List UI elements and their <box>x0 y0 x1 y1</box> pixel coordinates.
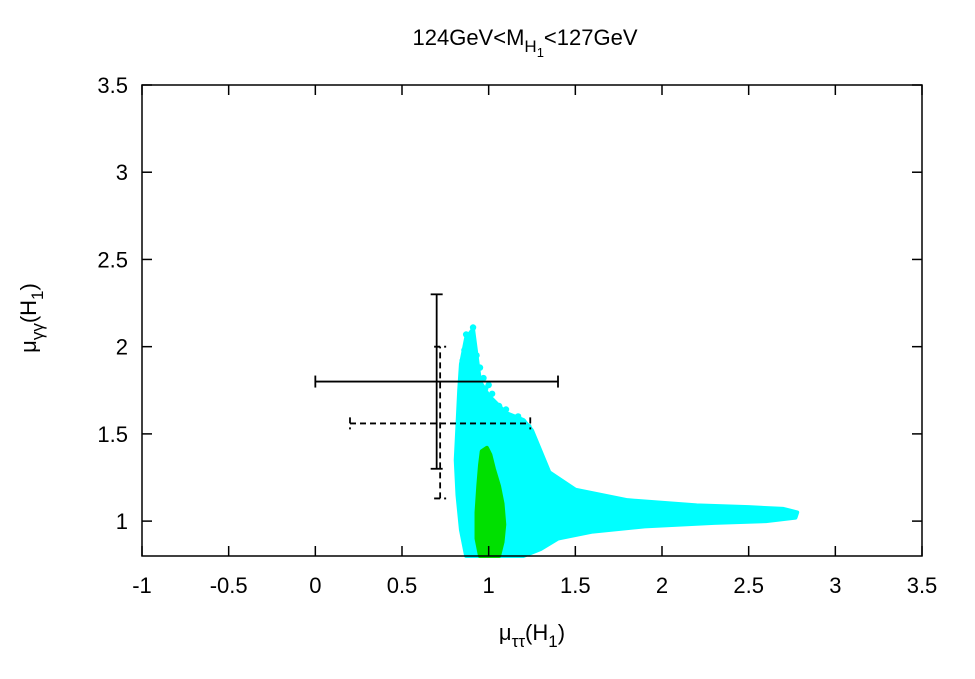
axis-ticks <box>141 84 923 556</box>
x-tick-label: 0 <box>309 573 321 598</box>
cyan-scan-point <box>471 360 478 368</box>
chart-title-main: 124GeV<M <box>413 25 525 50</box>
plot-frame <box>141 84 923 557</box>
cyan-scan-point <box>461 346 468 354</box>
chart-title: 124GeV<MH1<127GeV <box>413 25 638 60</box>
y-axis-label-tail: (H <box>16 300 41 323</box>
cyan-scan-point <box>502 406 510 413</box>
y-tick-label: 1 <box>116 509 128 534</box>
cyan-scan-point <box>469 324 477 331</box>
y-tick-label: 2 <box>116 335 128 360</box>
x-axis-label-close: ) <box>558 620 565 645</box>
cyan-scan-point <box>488 390 496 397</box>
x-axis-label-sub: ττ <box>512 632 526 651</box>
data-regions <box>453 324 800 558</box>
x-axis-label-tail-sub: 1 <box>548 632 557 651</box>
x-tick-label: 3.5 <box>907 573 938 598</box>
x-tick-label: 3 <box>829 573 841 598</box>
x-axis-label-symbol: μ <box>499 620 512 645</box>
cyan-scan-point <box>464 355 472 363</box>
cyan-scan-point <box>462 331 470 338</box>
y-axis-label-symbol: μ <box>16 340 41 353</box>
y-tick-label: 3.5 <box>97 73 128 98</box>
y-tick-label: 1.5 <box>97 422 128 447</box>
x-tick-label: 2 <box>656 573 668 598</box>
cyan-scan-point <box>468 348 475 356</box>
chart-title-sub2: 1 <box>537 45 544 60</box>
cyan-scan-point <box>514 413 522 420</box>
x-tick-label: 0.5 <box>387 573 418 598</box>
y-axis-label-close: ) <box>16 283 41 290</box>
x-tick-label: -1 <box>132 573 152 598</box>
cyan-scan-point <box>459 357 466 364</box>
y-axis-label-sub: γγ <box>28 323 47 341</box>
y-axis-label: μγγ(H1) <box>16 283 47 353</box>
cyan-scan-point <box>468 334 475 342</box>
x-tick-label: 1.5 <box>560 573 591 598</box>
x-tick-label: 2.5 <box>733 573 764 598</box>
cyan-scan-region <box>453 327 800 558</box>
x-tick-label: -0.5 <box>210 573 248 598</box>
x-axis-label-tail: (H <box>525 620 548 645</box>
cyan-scan-point <box>464 339 472 347</box>
error-bar-dashed <box>349 345 532 500</box>
x-tick-labels: -1 -0.5 0 0.5 1 1.5 2 2.5 3 3.5 <box>132 573 937 598</box>
error-bars <box>314 293 559 500</box>
x-axis-label: μττ(H1) <box>499 620 565 651</box>
green-scan-region <box>474 445 507 558</box>
cyan-scan-point <box>480 374 487 382</box>
y-tick-labels: 1 1.5 2 2.5 3 3.5 <box>97 73 128 534</box>
error-bar-solid <box>314 293 559 470</box>
y-tick-label: 3 <box>116 160 128 185</box>
cyan-scan-point <box>476 364 484 371</box>
cyan-scan-point <box>473 352 480 359</box>
chart-title-sub1: H <box>524 37 536 56</box>
cyan-scan-point <box>482 385 489 392</box>
y-axis-label-tail-sub: 1 <box>28 290 47 299</box>
chart-title-tail: <127GeV <box>544 25 638 50</box>
x-tick-label: 1 <box>483 573 495 598</box>
cyan-scan-point <box>495 402 503 410</box>
y-tick-label: 2.5 <box>97 247 128 272</box>
